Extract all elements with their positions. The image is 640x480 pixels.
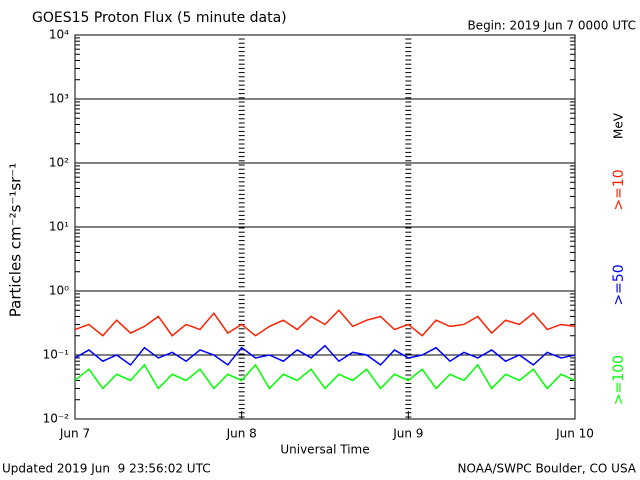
y-tick-label: 10⁴ <box>49 28 69 42</box>
y-tick-label: 10¹ <box>49 220 69 234</box>
legend-label: >=100 <box>611 355 627 405</box>
x-tick-label: Jun 7 <box>59 427 90 441</box>
x-tick-label: Jun 10 <box>555 427 594 441</box>
y-tick-label: 10⁻² <box>43 412 70 426</box>
y-tick-label: 10³ <box>49 92 69 106</box>
y-tick-label: 10⁻¹ <box>43 348 70 362</box>
chart-title: GOES15 Proton Flux (5 minute data) <box>32 10 287 26</box>
footer-right: NOAA/SWPC Boulder, CO USA <box>458 462 637 476</box>
legend-unit: MeV <box>612 112 626 139</box>
x-tick-label: Jun 8 <box>226 427 257 441</box>
series-line <box>74 363 576 390</box>
series-line <box>74 309 576 337</box>
legend-label: >=10 <box>611 169 627 210</box>
subtitle: Begin: 2019 Jun 7 0000 UTC <box>467 19 636 33</box>
legend-label: >=50 <box>611 264 627 305</box>
y-axis-label: Particles cm⁻²s⁻¹sr⁻¹ <box>7 163 25 317</box>
footer-left: Updated 2019 Jun 9 23:56:02 UTC <box>2 462 211 476</box>
x-axis-label: Universal Time <box>280 443 369 457</box>
y-tick-label: 10² <box>49 156 69 170</box>
y-tick-label: 10⁰ <box>49 284 69 298</box>
x-tick-label: Jun 9 <box>392 427 423 441</box>
series-line <box>74 344 576 366</box>
